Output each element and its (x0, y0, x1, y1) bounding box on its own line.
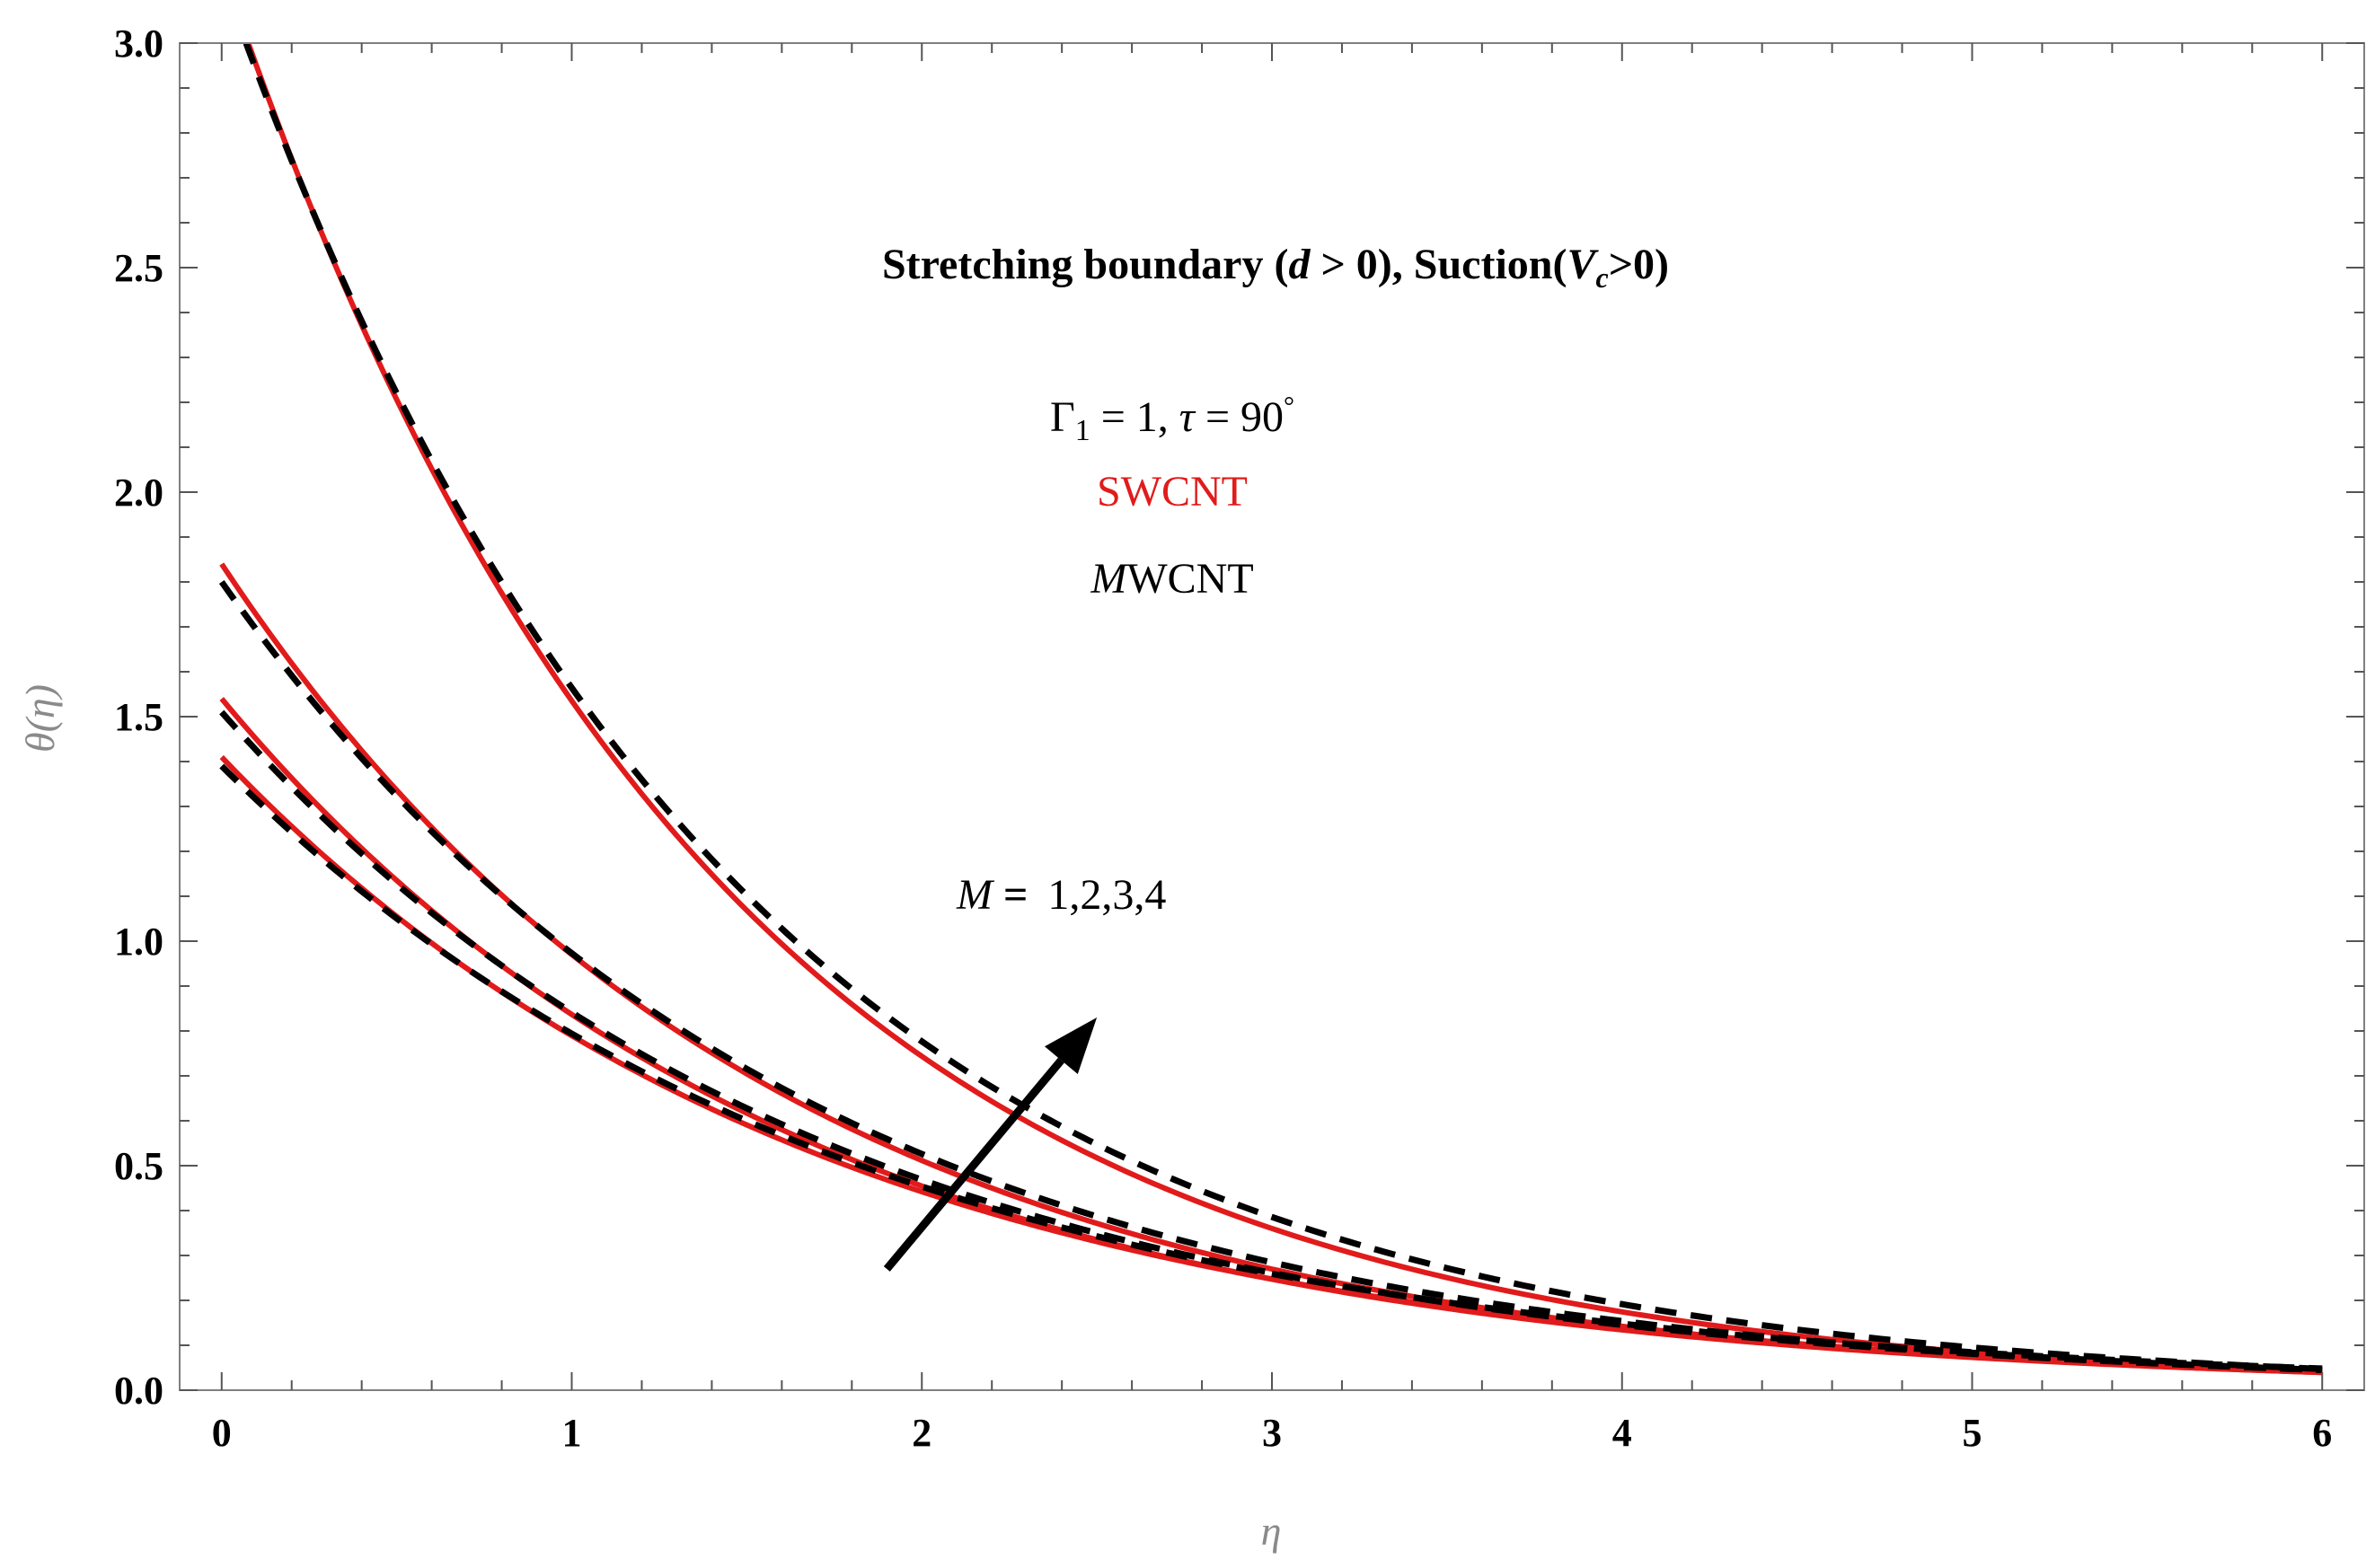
x-tick-label: 3 (1262, 1411, 1282, 1455)
mwcnt-curve-m1 (219, 763, 2323, 1372)
ticks-group (180, 42, 2364, 1391)
m-symbol: M (956, 871, 995, 919)
mwcnt-curve-m3 (218, 579, 2323, 1374)
arrow-group (883, 1017, 1098, 1272)
param-end: = 90 (1195, 393, 1284, 441)
arrow-shaft (883, 1057, 1064, 1272)
y-tick-label: 2.5 (114, 246, 163, 290)
tick-labels-group: 0 1 2 3 4 5 6 0.0 0.5 1.0 1.5 2.0 2.5 3.0 (114, 22, 2332, 1455)
x-tick-label: 2 (912, 1411, 931, 1455)
m-list: 1,2,3,4 (1047, 871, 1166, 919)
annotation-conditions-a: Stretching boundary ( (882, 241, 1289, 288)
param-gamma: Γ (1050, 393, 1075, 441)
legend-mwcnt-rest: WCNT (1126, 555, 1253, 603)
curves-group (218, 43, 2323, 1376)
legend-mwcnt-m: M (1090, 555, 1129, 603)
x-tick-label: 4 (1612, 1411, 1632, 1455)
mwcnt-curve-m4 (243, 43, 2323, 1372)
x-tick-label: 5 (1962, 1411, 1982, 1455)
y-axis-title: θ(η) (17, 684, 63, 753)
annotation-conditions-c: c (1596, 261, 1609, 294)
annotation-conditions-e: >0) (1609, 241, 1669, 288)
y-tick-label: 2.0 (114, 471, 163, 515)
param-gamma-sub: 1 (1075, 414, 1090, 447)
y-tick-label: 0.5 (114, 1144, 163, 1188)
x-axis-title: η (1261, 1508, 1282, 1554)
m-equals: = (993, 871, 1038, 919)
y-tick-label: 1.5 (114, 695, 163, 739)
x-tick-label: 0 (212, 1411, 232, 1455)
y-tick-label: 3.0 (114, 22, 163, 66)
annotation-conditions-d: d (1288, 241, 1311, 288)
annotation-m-values: M = 1,2,3,4 (956, 871, 1166, 919)
legend-mwcnt: MWCNT (1090, 555, 1253, 603)
legend-swcnt: SWCNT (1097, 468, 1248, 515)
x-tick-label: 1 (562, 1411, 582, 1455)
y-tick-label: 0.0 (114, 1369, 163, 1413)
param-degree: ° (1284, 392, 1294, 421)
annotation-conditions-v: V (1567, 241, 1599, 288)
param-mid: = 1, (1090, 393, 1179, 441)
annotation-conditions-b: > 0), Suction( (1310, 241, 1567, 288)
y-tick-label: 1.0 (114, 920, 163, 964)
annotation-conditions: Stretching boundary (d > 0), Suction(Vc>… (882, 241, 1669, 294)
param-tau: τ (1179, 393, 1196, 441)
annotation-parameters: Γ1 = 1, τ = 90° (1050, 392, 1294, 447)
arrow-head (1045, 1017, 1098, 1074)
x-tick-label: 6 (2312, 1411, 2332, 1455)
